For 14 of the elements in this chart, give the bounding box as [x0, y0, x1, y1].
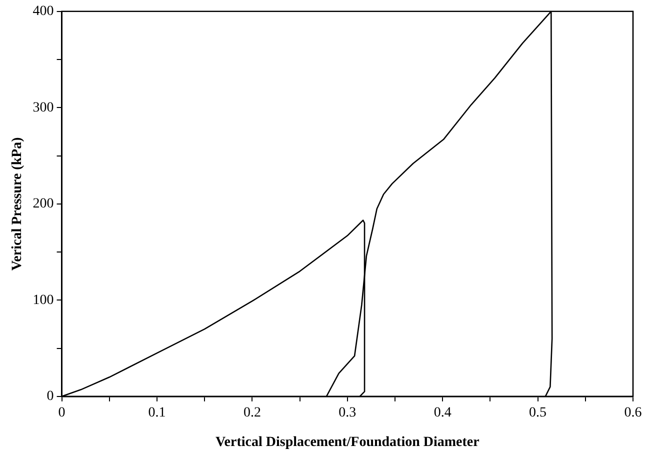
y-tick-label: 400	[32, 4, 54, 20]
x-tick-label: 0.5	[529, 405, 547, 420]
y-tick-label: 300	[32, 100, 54, 116]
x-tick-label: 0.3	[338, 405, 356, 420]
x-axis-title: Vertical Displacement/Foundation Diameter	[215, 435, 480, 450]
y-tick-label: 200	[32, 196, 54, 212]
y-axis-title: Verical Pressure (kPa)	[10, 136, 26, 271]
x-tick-label: 0	[58, 405, 66, 420]
x-tick-label: 0.4	[434, 405, 452, 420]
x-tick-label: 0.6	[624, 405, 642, 420]
y-tick-label: 0	[46, 389, 54, 404]
y-tick-label: 100	[32, 292, 54, 308]
x-tick-label: 0.2	[243, 405, 261, 420]
x-tick-label: 0.1	[148, 405, 166, 420]
